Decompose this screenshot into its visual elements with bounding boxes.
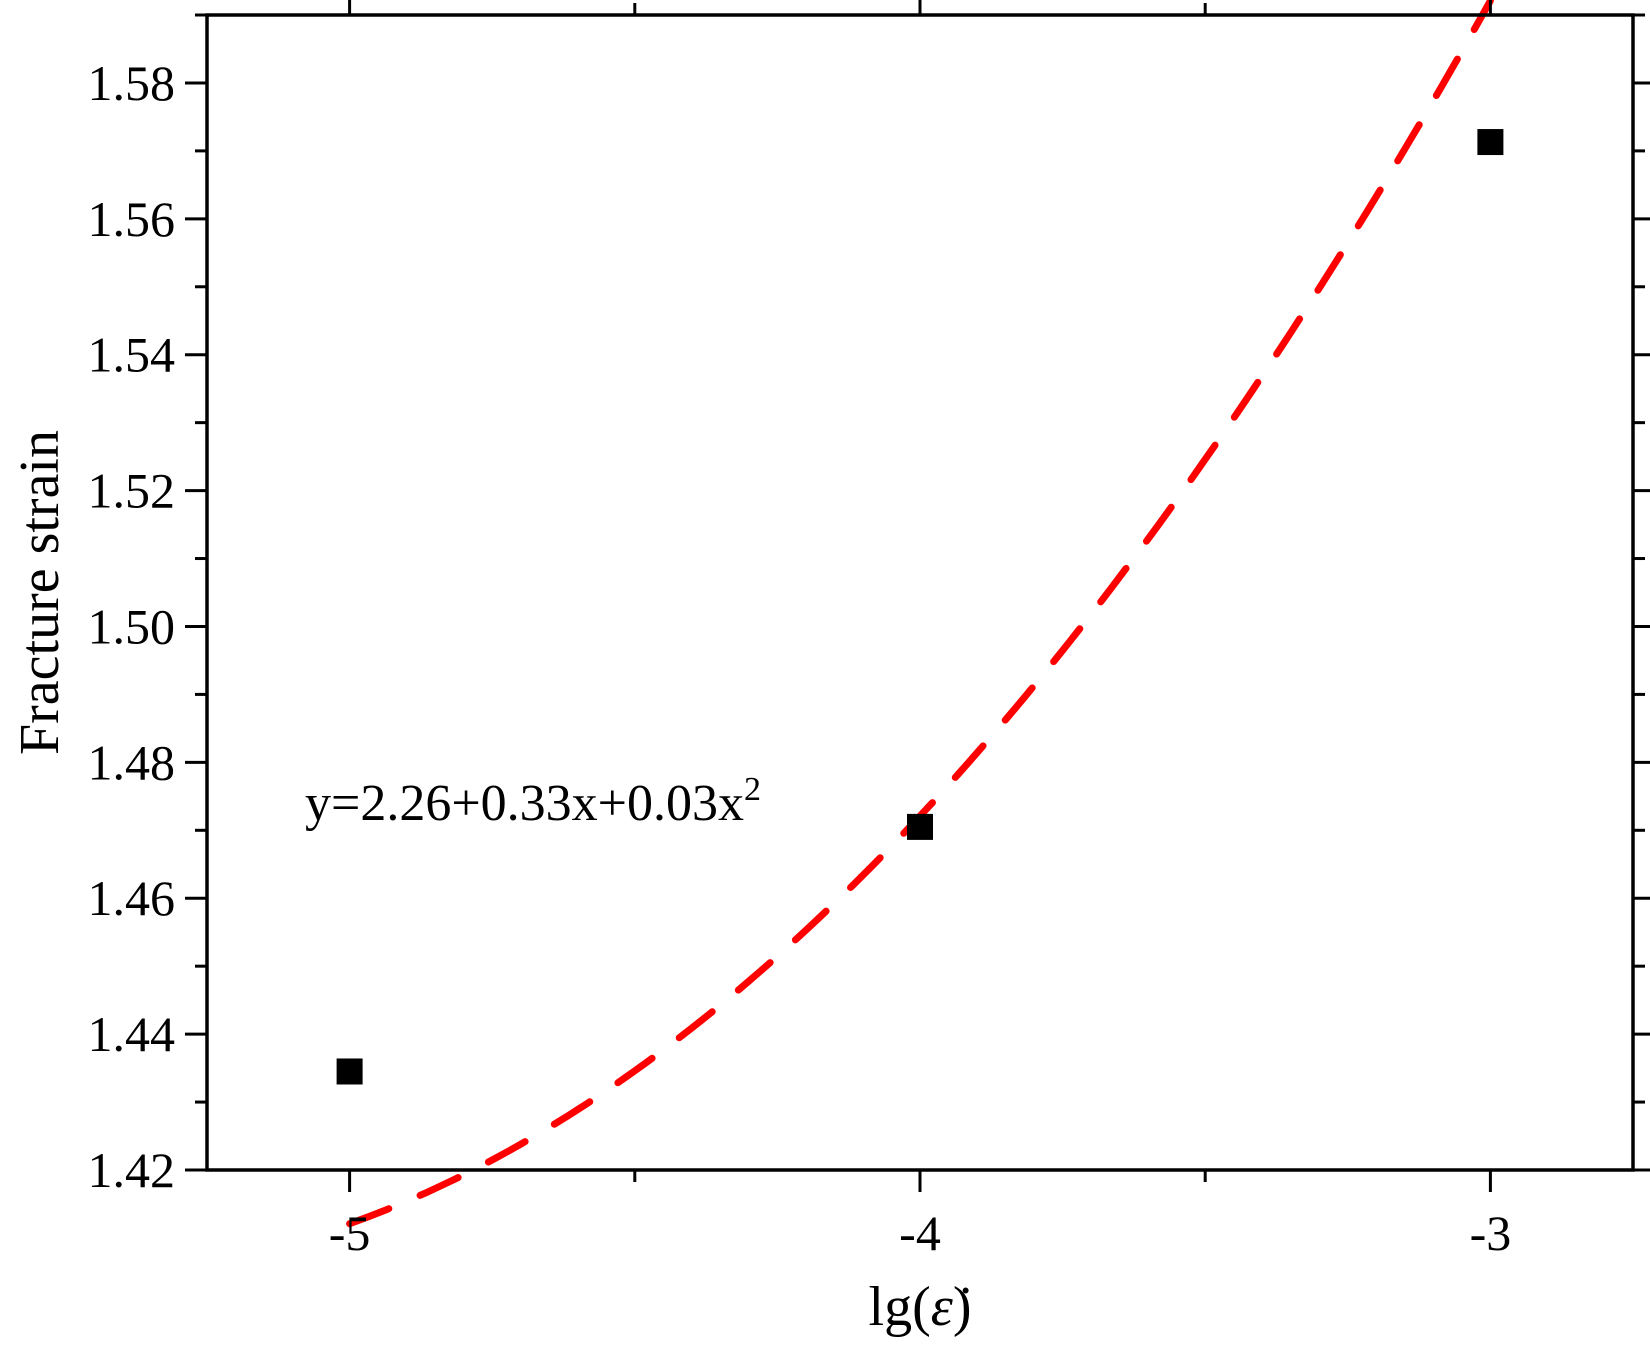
y-tick-label: 1.50 xyxy=(88,598,176,654)
y-tick-label: 1.52 xyxy=(88,463,176,519)
y-tick-label: 1.42 xyxy=(88,1142,176,1198)
y-tick-label: 1.56 xyxy=(88,191,176,247)
y-tick-label: 1.58 xyxy=(88,55,176,111)
x-axis-title-prefix: lg( xyxy=(869,1276,931,1338)
x-axis-title-suffix: ) xyxy=(953,1276,972,1338)
x-tick-label: -4 xyxy=(899,1205,941,1261)
x-axis-title: lg(ε̇) xyxy=(869,1276,972,1338)
fit-equation-annotation: y=2.26+0.33x+0.03x2 xyxy=(305,771,761,832)
y-tick-label: 1.46 xyxy=(88,870,176,926)
tick-labels-layer: 1.42 1.44 1.46 1.48 1.50 1.52 1.54 1.56 1.58 -5 -4… xyxy=(88,55,1512,1261)
axis-ticks-layer xyxy=(185,0,1650,1192)
data-markers-layer xyxy=(336,129,1504,1085)
fit-curve-layer xyxy=(346,0,1494,1228)
x-tick-label: -5 xyxy=(329,1205,371,1261)
y-tick-label: 1.54 xyxy=(88,327,176,383)
y-axis-title: Fracture strain xyxy=(9,430,71,755)
x-tick-label: -3 xyxy=(1470,1205,1512,1261)
data-point xyxy=(907,813,933,840)
fit-equation-superscript: 2 xyxy=(744,771,761,808)
fit-equation-text: y=2.26+0.33x+0.03x xyxy=(305,775,744,832)
data-point xyxy=(336,1058,363,1085)
y-tick-label: 1.44 xyxy=(88,1006,176,1062)
plot-frame xyxy=(205,13,1635,1172)
fit-curve xyxy=(346,0,1494,1228)
data-point xyxy=(1477,129,1504,156)
y-tick-label: 1.48 xyxy=(88,734,176,790)
